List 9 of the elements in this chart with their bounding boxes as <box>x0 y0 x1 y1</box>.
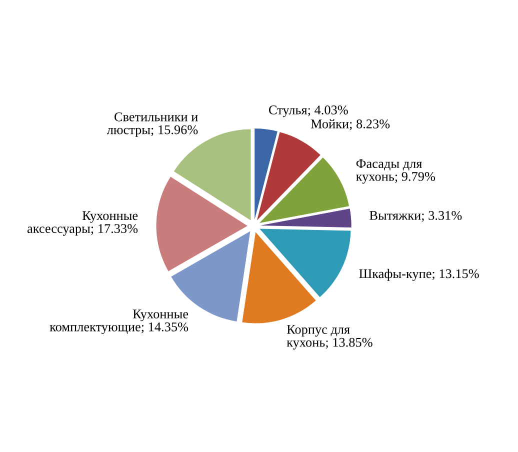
slice-label: Шкафы-купе; 13.15% <box>359 268 479 281</box>
slice-label: Светильники и люстры; 15.96% <box>106 112 198 137</box>
slice-label: Вытяжки; 3.31% <box>370 210 462 222</box>
slice-label: Кухонные аксессуары; 17.33% <box>27 211 138 236</box>
slice-label: Корпус для кухонь; 13.85% <box>286 325 372 350</box>
slice-label: Стулья; 4.03% <box>268 106 348 118</box>
slice-label: Мойки; 8.23% <box>310 119 390 130</box>
slice-label: Кухонные комплектующие; 14.35% <box>50 310 188 334</box>
slice-label: Фасады для кухонь; 9.79% <box>356 159 436 184</box>
